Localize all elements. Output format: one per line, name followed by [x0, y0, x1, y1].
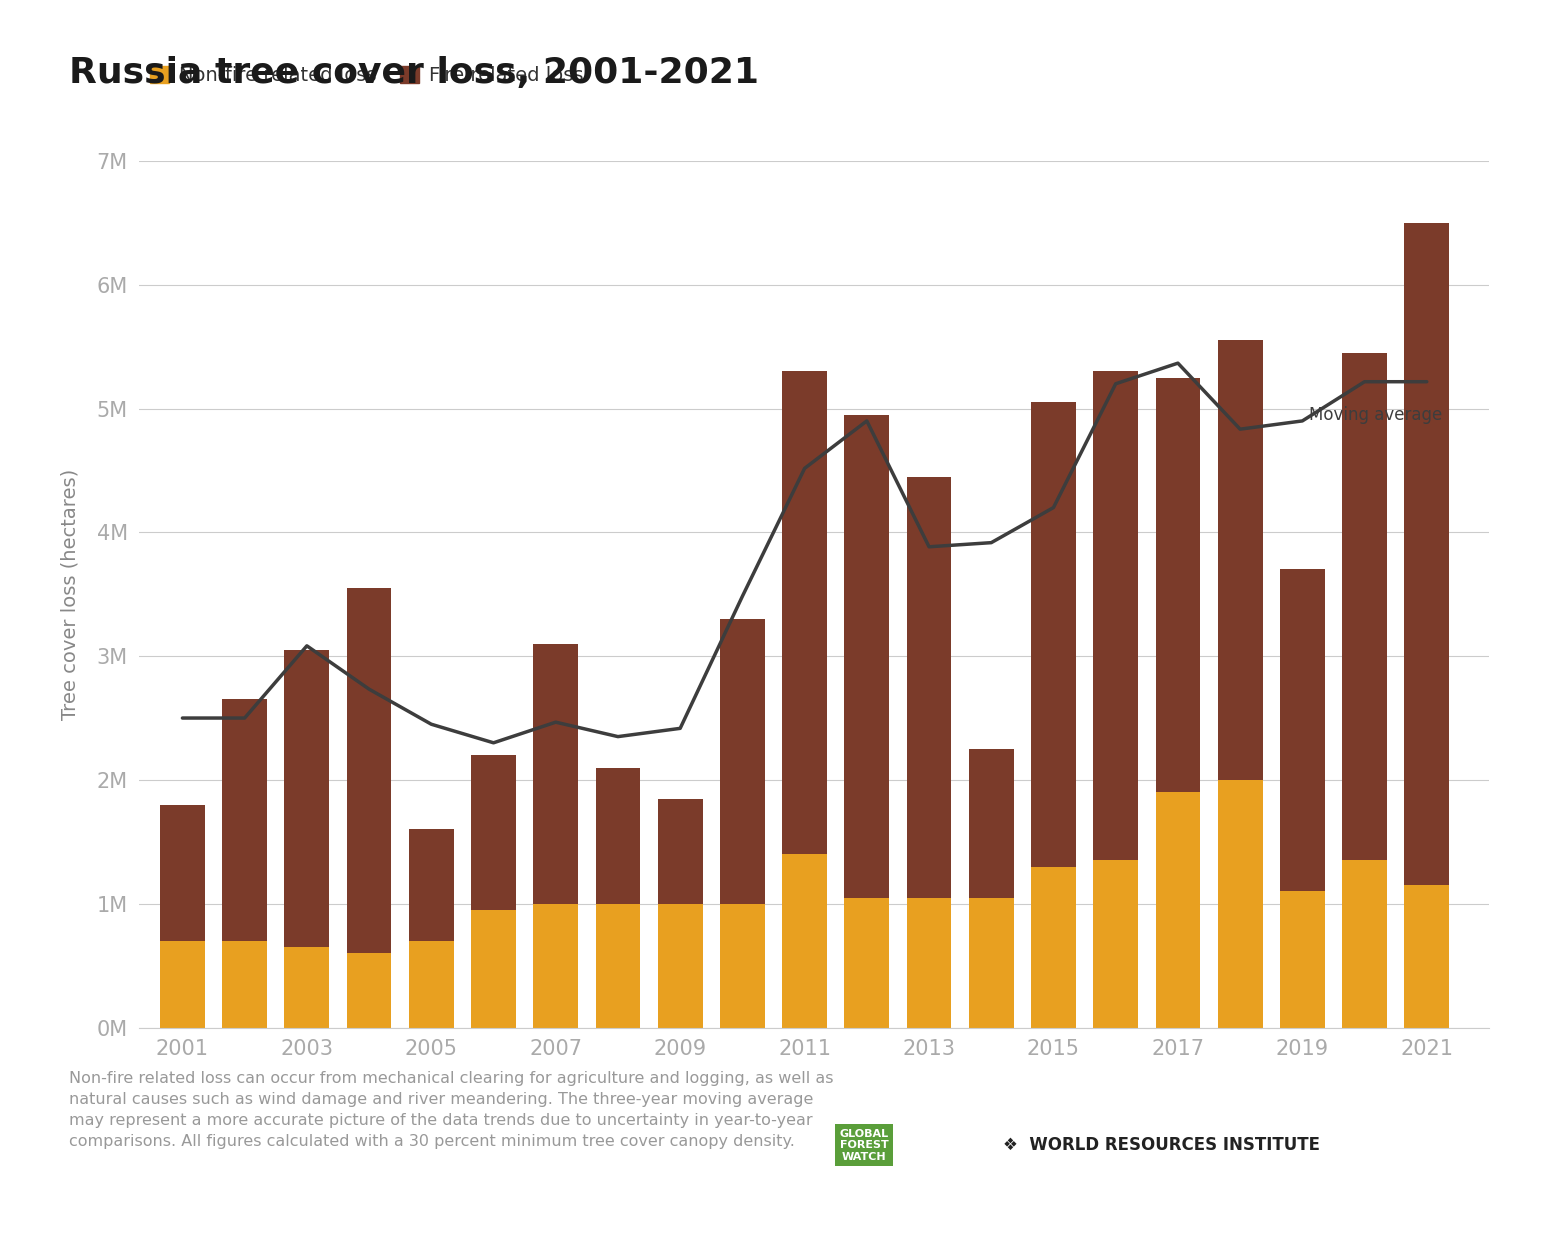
Bar [1404, 885, 1449, 1028]
Bar [347, 953, 392, 1028]
Y-axis label: Tree cover loss (hectares): Tree cover loss (hectares) [60, 469, 80, 719]
Bar [657, 799, 702, 904]
Bar [844, 415, 889, 898]
Bar [284, 650, 329, 947]
Bar [844, 898, 889, 1028]
Bar [284, 947, 329, 1028]
Bar [1094, 371, 1139, 860]
Text: ❖  WORLD RESOURCES INSTITUTE: ❖ WORLD RESOURCES INSTITUTE [1003, 1136, 1319, 1154]
Bar [782, 854, 827, 1028]
Bar [1031, 402, 1075, 867]
Bar [1156, 378, 1200, 792]
Text: Moving average: Moving average [1308, 406, 1441, 425]
Bar [1217, 780, 1262, 1028]
Bar [1281, 569, 1325, 891]
Bar [1342, 353, 1387, 860]
Bar [1404, 223, 1449, 885]
Text: Non-fire related loss can occur from mechanical clearing for agriculture and log: Non-fire related loss can occur from mec… [69, 1071, 833, 1149]
Bar [596, 904, 640, 1028]
Bar [471, 755, 515, 910]
Bar [409, 829, 454, 941]
Bar [721, 904, 765, 1028]
Bar [222, 699, 267, 941]
Bar [1342, 860, 1387, 1028]
Bar [596, 768, 640, 904]
Text: GLOBAL
FOREST
WATCH: GLOBAL FOREST WATCH [839, 1129, 889, 1161]
Bar [969, 749, 1014, 898]
Bar [222, 941, 267, 1028]
Bar [160, 941, 205, 1028]
Bar [782, 371, 827, 854]
Bar [160, 805, 205, 941]
Bar [721, 619, 765, 904]
Bar [534, 644, 579, 904]
Bar [471, 910, 515, 1028]
Bar [534, 904, 579, 1028]
Bar [347, 588, 392, 953]
Bar [1156, 792, 1200, 1028]
Bar [409, 941, 454, 1028]
Bar [907, 898, 952, 1028]
Bar [907, 477, 952, 898]
Bar [1094, 860, 1139, 1028]
Bar [1281, 891, 1325, 1028]
Text: Russia tree cover loss, 2001-2021: Russia tree cover loss, 2001-2021 [69, 56, 759, 89]
Bar [657, 904, 702, 1028]
Bar [969, 898, 1014, 1028]
Legend: Non-fire related loss, Fire related loss: Non-fire related loss, Fire related loss [142, 58, 591, 93]
Bar [1217, 340, 1262, 780]
Bar [1031, 867, 1075, 1028]
